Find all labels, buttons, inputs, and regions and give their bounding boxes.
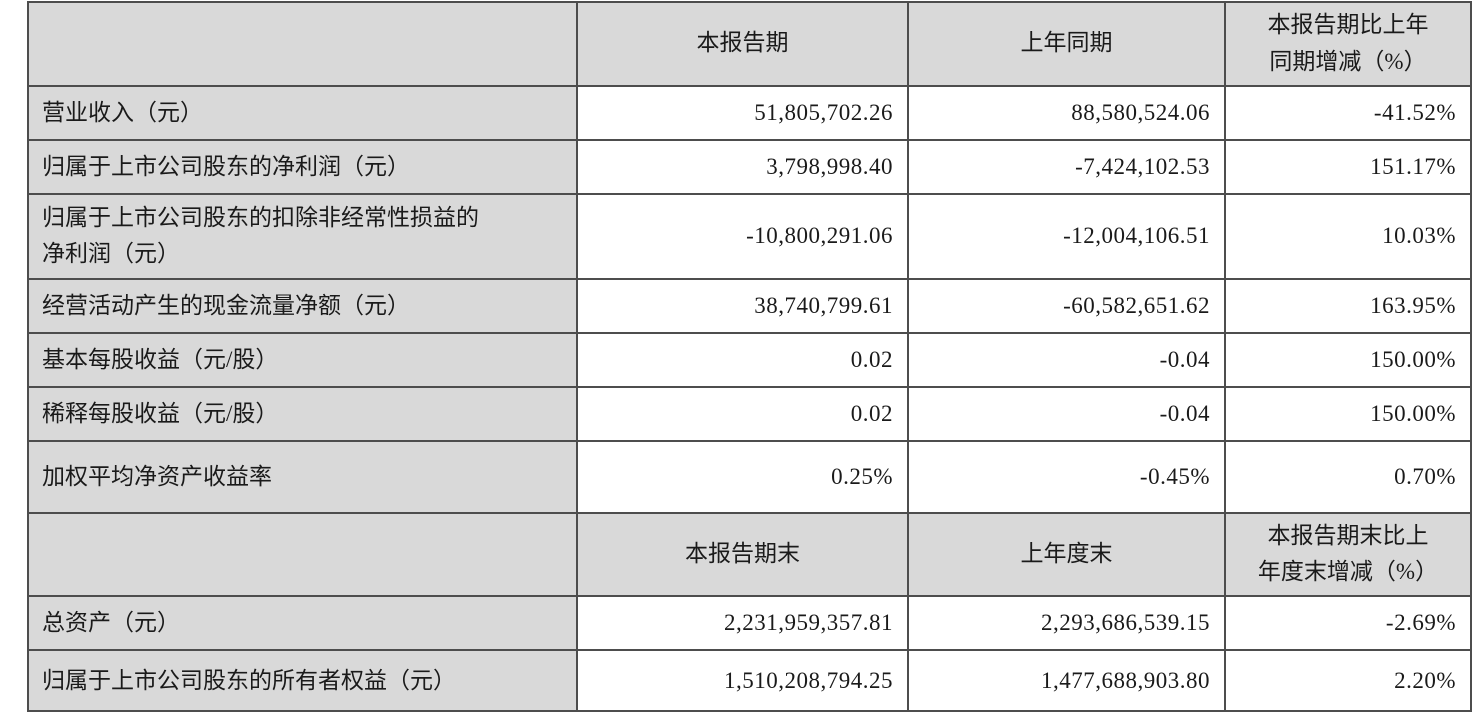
value-change: 150.00% bbox=[1224, 331, 1472, 388]
value-current: 0.02 bbox=[576, 331, 909, 388]
value-current: 0.25% bbox=[576, 439, 909, 514]
value-current: 2,231,959,357.81 bbox=[576, 595, 909, 652]
table-row-basic-eps: 基本每股收益（元/股） 0.02 -0.04 150.00% bbox=[27, 331, 1472, 388]
value-prior: -0.45% bbox=[907, 439, 1226, 514]
value-change: 163.95% bbox=[1224, 277, 1472, 334]
table-row-net-profit: 归属于上市公司股东的净利润（元） 3,798,998.40 -7,424,102… bbox=[27, 138, 1472, 195]
row-label: 总资产（元） bbox=[27, 595, 578, 652]
value-change: -2.69% bbox=[1224, 595, 1472, 652]
table-header-row-period-end: 本报告期末 上年度末 本报告期末比上 年度末增减（%） bbox=[27, 511, 1472, 598]
row-label: 加权平均净资产收益率 bbox=[27, 439, 578, 514]
header-prior-year-end: 上年度末 bbox=[907, 511, 1226, 598]
value-current: 3,798,998.40 bbox=[576, 138, 909, 195]
table-row-operating-cash-flow: 经营活动产生的现金流量净额（元） 38,740,799.61 -60,582,6… bbox=[27, 277, 1472, 334]
table-row-net-profit-excl-nonrecurring: 归属于上市公司股东的扣除非经常性损益的 净利润（元） -10,800,291.0… bbox=[27, 192, 1472, 280]
value-change: 150.00% bbox=[1224, 385, 1472, 442]
header-empty-cell bbox=[27, 511, 578, 598]
row-label: 经营活动产生的现金流量净额（元） bbox=[27, 277, 578, 334]
value-change: 10.03% bbox=[1224, 192, 1472, 280]
header-period-change: 本报告期比上年 同期增减（%） bbox=[1224, 1, 1472, 87]
row-label: 稀释每股收益（元/股） bbox=[27, 385, 578, 442]
value-prior: 2,293,686,539.15 bbox=[907, 595, 1226, 652]
value-current: 38,740,799.61 bbox=[576, 277, 909, 334]
header-period-end: 本报告期末 bbox=[576, 511, 909, 598]
table-row-shareholders-equity: 归属于上市公司股东的所有者权益（元） 1,510,208,794.25 1,47… bbox=[27, 649, 1472, 713]
row-label: 归属于上市公司股东的所有者权益（元） bbox=[27, 649, 578, 713]
value-current: 51,805,702.26 bbox=[576, 84, 909, 141]
value-current: 1,510,208,794.25 bbox=[576, 649, 909, 713]
row-label: 归属于上市公司股东的扣除非经常性损益的 净利润（元） bbox=[27, 192, 578, 280]
value-change: 151.17% bbox=[1224, 138, 1472, 195]
row-label: 基本每股收益（元/股） bbox=[27, 331, 578, 388]
value-prior: -0.04 bbox=[907, 385, 1226, 442]
table-row-diluted-eps: 稀释每股收益（元/股） 0.02 -0.04 150.00% bbox=[27, 385, 1472, 442]
row-label: 营业收入（元） bbox=[27, 84, 578, 141]
table-header-row-period: 本报告期 上年同期 本报告期比上年 同期增减（%） bbox=[27, 1, 1472, 87]
value-current: 0.02 bbox=[576, 385, 909, 442]
header-prior-period: 上年同期 bbox=[907, 1, 1226, 87]
table-row-revenue: 营业收入（元） 51,805,702.26 88,580,524.06 -41.… bbox=[27, 84, 1472, 141]
value-change: -41.52% bbox=[1224, 84, 1472, 141]
table-row-weighted-average-roe: 加权平均净资产收益率 0.25% -0.45% 0.70% bbox=[27, 439, 1472, 514]
value-prior: -7,424,102.53 bbox=[907, 138, 1226, 195]
value-prior: -60,582,651.62 bbox=[907, 277, 1226, 334]
financial-summary-table: 本报告期 上年同期 本报告期比上年 同期增减（%） 营业收入（元） 51,805… bbox=[27, 1, 1472, 713]
value-current: -10,800,291.06 bbox=[576, 192, 909, 280]
value-change: 0.70% bbox=[1224, 439, 1472, 514]
row-label: 归属于上市公司股东的净利润（元） bbox=[27, 138, 578, 195]
header-period-end-change: 本报告期末比上 年度末增减（%） bbox=[1224, 511, 1472, 598]
value-prior: 1,477,688,903.80 bbox=[907, 649, 1226, 713]
header-empty-cell bbox=[27, 1, 578, 87]
value-prior: -0.04 bbox=[907, 331, 1226, 388]
value-prior: 88,580,524.06 bbox=[907, 84, 1226, 141]
table-row-total-assets: 总资产（元） 2,231,959,357.81 2,293,686,539.15… bbox=[27, 595, 1472, 652]
value-prior: -12,004,106.51 bbox=[907, 192, 1226, 280]
value-change: 2.20% bbox=[1224, 649, 1472, 713]
header-current-period: 本报告期 bbox=[576, 1, 909, 87]
